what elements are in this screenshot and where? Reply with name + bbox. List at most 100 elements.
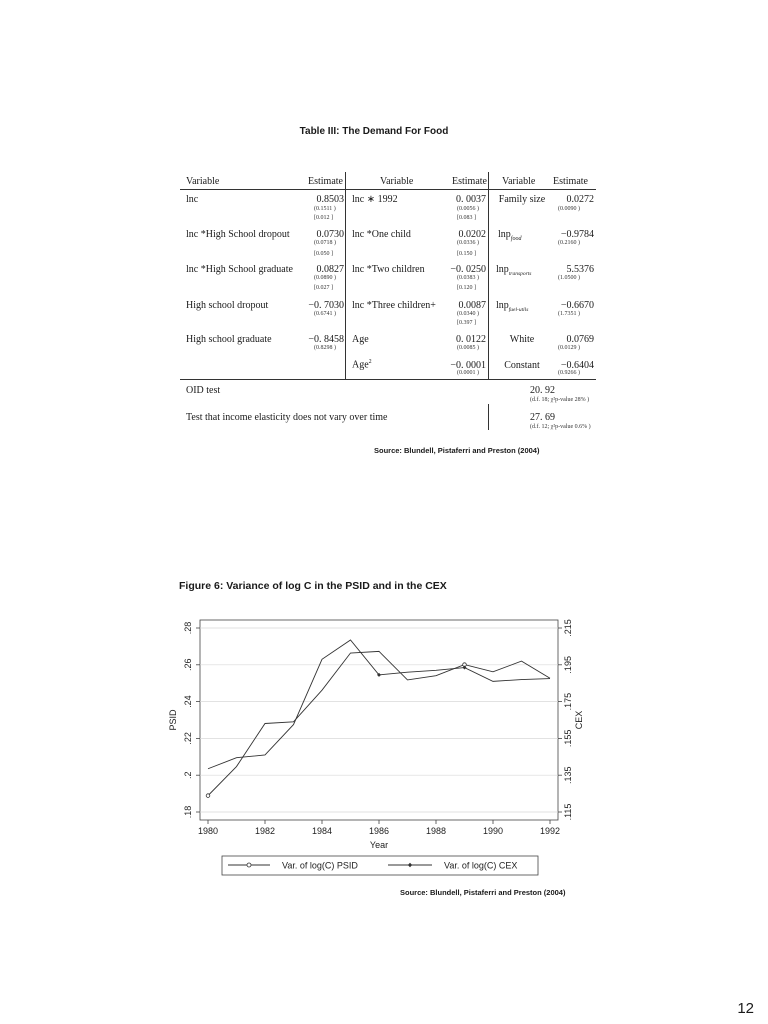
- variable-name: lnc *Two children: [352, 264, 425, 275]
- y-tick-label-right: .155: [563, 730, 573, 748]
- legend: Var. of log(C) PSID Var. of log(C) CEX: [221, 855, 539, 876]
- elasticity-test-value: 27. 69: [530, 412, 555, 423]
- variable-name: lnc *Three children+: [352, 300, 436, 311]
- oid-test-detail: (d.f. 18; χ²p-value 28% ): [530, 397, 590, 403]
- header-variable: Variable: [186, 176, 220, 187]
- axes: .18 .2 .22 .24 .26 .28 .115 .135 .155 .175 .195 .21…: [183, 619, 573, 836]
- variable-name: White: [509, 334, 535, 345]
- variable-name: lnc *High School dropout: [186, 229, 290, 240]
- standard-error: (0.0085 ): [457, 345, 479, 351]
- plot-area: [199, 619, 559, 821]
- estimate-value: −0.6670: [560, 300, 594, 311]
- standard-error: (0.0129 ): [558, 345, 580, 351]
- y-tick-label-left: .18: [183, 806, 193, 819]
- standard-error: (0.9266 ): [558, 370, 580, 376]
- p-value: [0.397 ]: [457, 320, 476, 326]
- y-tick-label-right: .175: [563, 693, 573, 711]
- y-tick-label-right: .135: [563, 766, 573, 784]
- y-axis-label-right: CEX: [574, 711, 584, 730]
- table-header-rule: [180, 189, 596, 190]
- estimate-value: 5.5376: [566, 264, 595, 275]
- variable-name: Age: [352, 334, 369, 345]
- elasticity-test-label: Test that income elasticity does not var…: [186, 412, 388, 423]
- standard-error: (0.0090 ): [558, 206, 580, 212]
- x-tick-label: 1980: [198, 826, 218, 836]
- series: [205, 639, 551, 798]
- variable-name: Constant: [504, 360, 540, 371]
- x-tick-label: 1986: [369, 826, 389, 836]
- variance-line-chart: .18 .2 .22 .24 .26 .28 .115 .135 .155 .175 .195 .21…: [168, 619, 584, 876]
- y-tick-label-left: .2: [183, 771, 193, 779]
- table-body-rule: [180, 379, 596, 380]
- estimate-value: −0. 0250: [450, 264, 486, 275]
- y-tick-label-left: .26: [183, 659, 193, 672]
- data-point-cex: [377, 672, 381, 677]
- y-tick-label-left: .22: [183, 732, 193, 745]
- series-line-psid: [207, 650, 551, 796]
- variable-name: lnpfuel-utils: [496, 300, 529, 313]
- estimate-value: −0. 7030: [308, 300, 344, 311]
- data-point-psid: [205, 793, 211, 798]
- y-tick-label-right: .115: [563, 804, 573, 821]
- variable-name: High school dropout: [186, 300, 269, 311]
- x-tick-label: 1982: [255, 826, 275, 836]
- estimate-value: 0.0769: [566, 334, 595, 345]
- standard-error: (0.8298 ): [314, 345, 336, 351]
- variable-name: lnpfood: [498, 229, 522, 242]
- variable-name: lnc: [186, 194, 199, 205]
- standard-error: (0.0336 ): [457, 240, 479, 246]
- standard-error: (0.0056 ): [457, 206, 479, 212]
- column-divider: [488, 404, 489, 430]
- estimate-value: −0.6404: [560, 360, 594, 371]
- standard-error: (0.2160 ): [558, 240, 580, 246]
- standard-error: (1.7351 ): [558, 311, 580, 317]
- standard-error: (0.6741 ): [314, 311, 336, 317]
- standard-error: (0.0383 ): [457, 275, 479, 281]
- page-number: 12: [737, 1000, 754, 1017]
- column-divider: [345, 172, 346, 379]
- x-tick-label: 1984: [312, 826, 332, 836]
- legend-box: [221, 855, 539, 876]
- table-source: Source: Blundell, Pistaferri and Preston…: [374, 446, 540, 455]
- variable-name: Age2: [352, 359, 372, 371]
- legend-label-cex: Var. of log(C) CEX: [444, 861, 517, 871]
- data-point-cex: [462, 665, 467, 670]
- y-tick-label-left: .24: [183, 695, 193, 708]
- y-tick-label-left: .28: [183, 622, 193, 635]
- estimate-value: 0. 0122: [456, 334, 486, 345]
- x-tick-label: 1988: [426, 826, 446, 836]
- p-value: [0.027 ]: [314, 285, 333, 291]
- standard-error: (0.0340 ): [457, 311, 479, 317]
- p-value: [0.012 ]: [314, 215, 333, 221]
- header-estimate: Estimate: [553, 176, 588, 187]
- variable-name: High school graduate: [186, 334, 272, 345]
- y-tick-label-right: .195: [563, 656, 573, 674]
- y-tick-label-right: .215: [563, 619, 573, 637]
- y-axis-label-left: PSID: [168, 709, 178, 731]
- estimate-value: 0. 0037: [456, 194, 486, 205]
- estimate-value: 0.0272: [566, 194, 595, 205]
- header-variable: Variable: [380, 176, 414, 187]
- standard-error: (0.1511 ): [314, 206, 336, 212]
- x-tick-label: 1990: [483, 826, 503, 836]
- estimate-value: 0.0827: [316, 264, 345, 275]
- standard-error: (0.0718 ): [314, 240, 336, 246]
- variable-name: lnptransports: [496, 264, 532, 277]
- legend-marker-cex: [407, 862, 413, 868]
- table-title: Table III: The Demand For Food: [299, 126, 449, 137]
- estimate-value: 0.0087: [458, 300, 487, 311]
- standard-error: (1.0500 ): [558, 275, 580, 281]
- elasticity-test-detail: (d.f. 12; χ²p-value 0.6% ): [530, 424, 591, 430]
- oid-test-value: 20. 92: [530, 385, 555, 396]
- p-value: [0.150 ]: [457, 251, 476, 257]
- variable-name: lnc *One child: [352, 229, 411, 240]
- header-estimate: Estimate: [452, 176, 487, 187]
- standard-error: (0.0001 ): [457, 370, 479, 376]
- p-value: [0.083 ]: [457, 215, 476, 221]
- estimate-value: 0.0202: [458, 229, 487, 240]
- legend-label-psid: Var. of log(C) PSID: [282, 861, 358, 871]
- gridlines: [200, 627, 558, 813]
- header-estimate: Estimate: [308, 176, 343, 187]
- estimate-value: −0. 0001: [450, 360, 486, 371]
- variable-name: lnc *High School graduate: [186, 264, 293, 275]
